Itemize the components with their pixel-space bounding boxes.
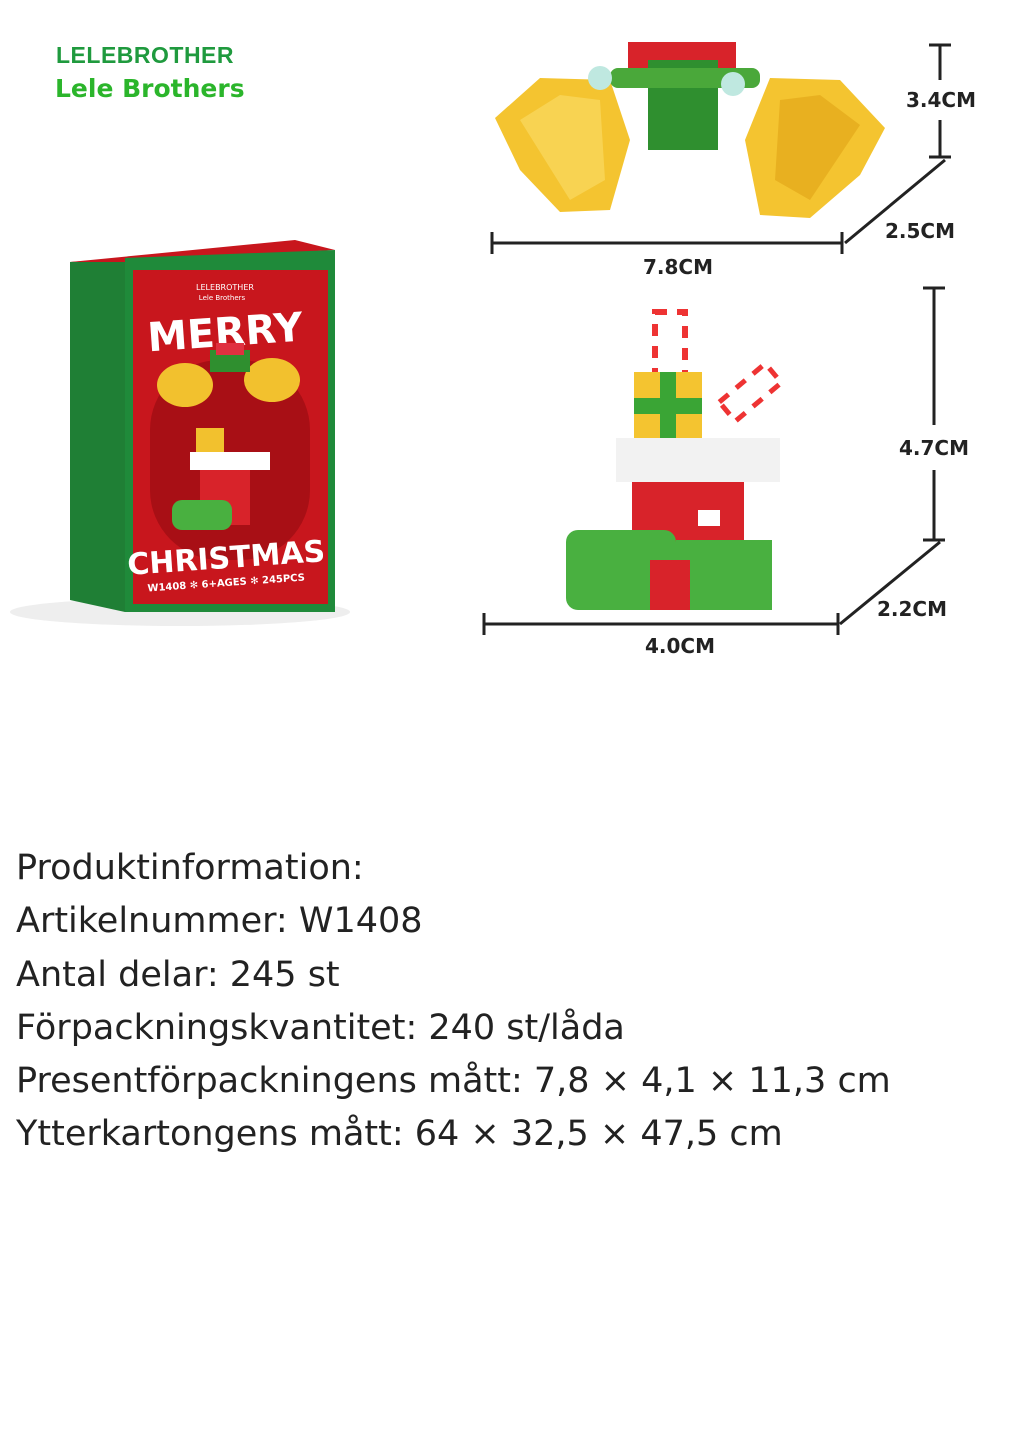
bell-width-label: 7.8CM	[643, 255, 713, 279]
info-heading: Produktinformation:	[16, 848, 364, 888]
stocking-width-label: 4.0CM	[645, 634, 715, 658]
info-article-number: Artikelnummer: W1408	[16, 901, 423, 942]
product-box: LELEBROTHER Lele Brothers MERRY CHRISTMA…	[10, 240, 350, 626]
box-stocking-icon	[172, 428, 270, 530]
info-gift-box-dimensions: Presentförpackningens mått: 7,8 × 4,1 × …	[16, 1061, 891, 1102]
bell-model	[495, 42, 885, 218]
dimension-lines	[482, 43, 951, 635]
box-side	[70, 258, 125, 612]
stocking-depth-label: 2.2CM	[877, 597, 947, 621]
product-illustration: LELEBROTHER Lele Brothers MERRY CHRISTMA…	[10, 42, 976, 658]
stocking-model	[566, 309, 785, 610]
info-piece-count: Antal delar: 245 st	[16, 954, 340, 995]
brand-logo-text: LELEBROTHER	[56, 42, 234, 68]
bell-height-label: 3.4CM	[906, 88, 976, 112]
brand-name: Lele Brothers	[55, 74, 245, 103]
info-carton-dimensions: Ytterkartongens mått: 64 × 32,5 × 47,5 c…	[16, 1114, 783, 1155]
info-package-quantity: Förpackningskvantitet: 240 st/låda	[16, 1007, 625, 1048]
bell-depth-label: 2.5CM	[885, 219, 955, 243]
box-brand-name: Lele Brothers	[199, 294, 246, 302]
box-bells-icon	[157, 343, 300, 407]
box-brand: LELEBROTHER	[196, 283, 254, 292]
product-information: Produktinformation: Artikelnummer: W1408…	[16, 842, 891, 1162]
stocking-height-label: 4.7CM	[899, 436, 969, 460]
